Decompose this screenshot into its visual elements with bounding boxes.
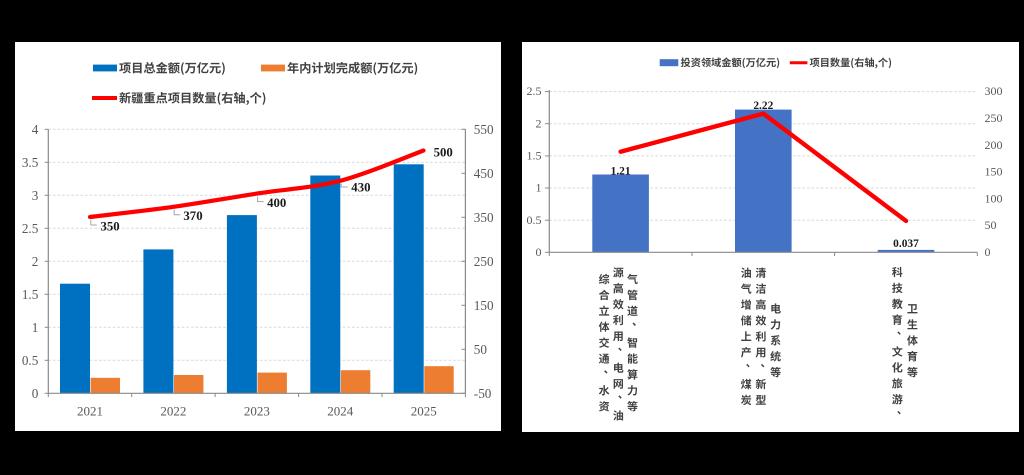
svg-text:2: 2 — [536, 116, 542, 130]
svg-text:2023: 2023 — [244, 404, 270, 419]
svg-text:300: 300 — [985, 84, 1003, 98]
svg-text:50: 50 — [985, 218, 997, 232]
svg-text:400: 400 — [267, 196, 286, 210]
svg-text:250: 250 — [985, 111, 1003, 125]
svg-text:550: 550 — [474, 122, 494, 137]
svg-text:3: 3 — [32, 188, 39, 203]
svg-text:2: 2 — [32, 254, 39, 269]
svg-text:1.5: 1.5 — [527, 149, 542, 163]
svg-text:2021: 2021 — [77, 404, 103, 419]
svg-text:2025: 2025 — [411, 404, 437, 419]
svg-text:0: 0 — [32, 386, 39, 401]
svg-text:50: 50 — [474, 342, 488, 357]
svg-text:350: 350 — [474, 210, 494, 225]
svg-text:2.5: 2.5 — [527, 84, 542, 98]
svg-text:450: 450 — [474, 166, 494, 181]
svg-text:500: 500 — [434, 145, 453, 159]
svg-text:1.5: 1.5 — [22, 287, 39, 302]
svg-text:150: 150 — [985, 165, 1003, 179]
svg-text:0.037: 0.037 — [893, 238, 919, 250]
svg-text:2022: 2022 — [160, 404, 186, 419]
svg-text:2.5: 2.5 — [22, 221, 39, 236]
svg-text:350: 350 — [101, 219, 120, 233]
svg-text:150: 150 — [474, 298, 494, 313]
svg-text:0.5: 0.5 — [22, 353, 39, 368]
svg-text:200: 200 — [985, 138, 1003, 152]
svg-text:1: 1 — [32, 320, 39, 335]
svg-text:0.5: 0.5 — [527, 213, 542, 227]
svg-text:0: 0 — [985, 245, 991, 259]
svg-text:3.5: 3.5 — [22, 155, 39, 170]
svg-text:100: 100 — [985, 191, 1003, 205]
svg-text:0: 0 — [536, 245, 542, 259]
svg-text:430: 430 — [351, 181, 370, 195]
svg-text:1.21: 1.21 — [611, 165, 631, 177]
svg-text:2.22: 2.22 — [753, 100, 773, 112]
svg-text:2024: 2024 — [327, 404, 354, 419]
svg-text:1: 1 — [536, 181, 542, 195]
svg-text:250: 250 — [474, 254, 494, 269]
svg-text:370: 370 — [183, 209, 202, 223]
svg-text:-50: -50 — [474, 386, 492, 401]
svg-text:4: 4 — [32, 122, 39, 137]
